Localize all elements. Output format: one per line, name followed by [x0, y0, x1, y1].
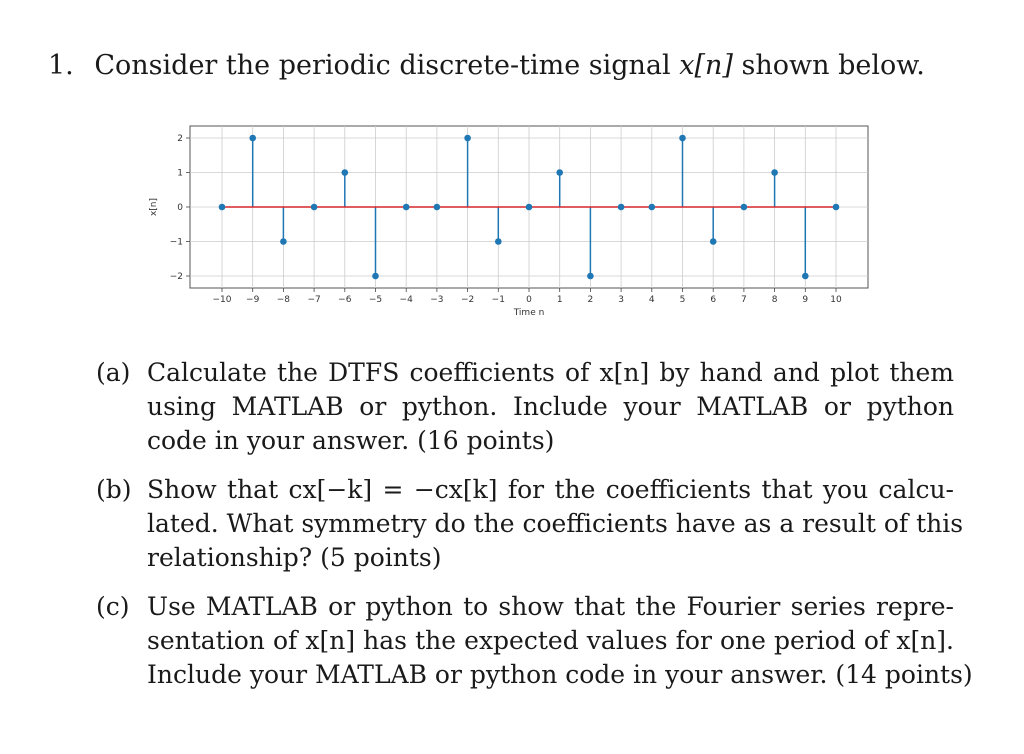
part-a-line-1: Calculate the DTFS coefficients of x[n] …: [147, 358, 954, 387]
x-tick-label: 0: [526, 295, 532, 305]
stem-marker: [433, 203, 441, 211]
part-a-label: (a): [96, 358, 131, 387]
part-b-line-2: lated. What symmetry do the coefficients…: [147, 509, 964, 538]
problem-text-before: Consider the periodic discrete-time sign…: [94, 50, 671, 81]
x-tick-label: 9: [802, 295, 808, 305]
x-tick-label: −8: [277, 295, 291, 305]
signal-symbol: x[n]: [679, 50, 733, 81]
stem-marker: [310, 203, 318, 211]
stem-marker: [679, 134, 686, 142]
stem-marker: [617, 203, 625, 211]
part-c-line-1: Use MATLAB or python to show that the Fo…: [147, 592, 954, 621]
part-b-line-3: relationship? (5 points): [147, 543, 442, 572]
stem-marker: [832, 203, 840, 211]
part-b: (b) Show that cx[−k] = −cx[k] for the co…: [96, 473, 964, 575]
stem-plot: −10 −9 −8 −7 −6 −5 −4 −3 −2 −1 0 1 2 3 4 5 6 7 8 9 10−2−1012…: [149, 125, 869, 318]
x-tick-label: −2: [461, 295, 474, 305]
part-a-line-3: code in your answer. (16 points): [147, 426, 555, 455]
stem-marker: [648, 203, 656, 211]
stem-marker: [495, 238, 502, 245]
problem-text-after: shown below.: [741, 50, 925, 81]
x-tick-label: 2: [588, 295, 594, 305]
x-tick-label: 10: [830, 295, 842, 305]
stem-marker: [771, 169, 778, 176]
stem-marker: [218, 203, 226, 211]
y-tick-label: 0: [177, 203, 183, 213]
x-tick-label: 4: [649, 295, 655, 305]
part-b-body: Show that cx[−k] = −cx[k] for the coeffi…: [147, 473, 964, 575]
x-axis-label: Time n: [513, 308, 545, 318]
x-tick-label: 6: [710, 295, 716, 305]
stem-marker: [372, 272, 379, 280]
stem-marker: [709, 238, 717, 245]
stem-marker: [802, 272, 809, 280]
stem-marker: [587, 272, 594, 280]
stem-marker: [280, 238, 287, 245]
y-tick-label: 2: [177, 134, 183, 144]
x-tick-label: −10: [213, 295, 232, 305]
x-tick-label: −9: [246, 295, 260, 305]
x-tick-label: 3: [618, 295, 624, 305]
x-tick-label: −3: [430, 295, 443, 305]
part-a: (a) Calculate the DTFS coefficients of x…: [96, 356, 956, 458]
x-tick-label: 5: [680, 295, 686, 305]
stem-marker: [740, 203, 748, 211]
part-b-line-1: Show that cx[−k] = −cx[k] for the coeffi…: [147, 475, 954, 504]
part-a-line-2: using MATLAB or python. Include your MAT…: [147, 392, 954, 421]
part-a-body: Calculate the DTFS coefficients of x[n] …: [147, 356, 954, 458]
y-tick-label: −1: [170, 238, 183, 248]
stem-marker: [525, 203, 533, 211]
stem-marker: [249, 134, 256, 142]
y-tick-label: 1: [177, 169, 183, 179]
stem-marker: [464, 134, 471, 142]
problem-statement: 1. Consider the periodic discrete-time s…: [48, 50, 925, 81]
y-axis-label: x[n]: [149, 198, 159, 216]
part-c-line-2: sentation of x[n] has the expected value…: [147, 626, 954, 655]
x-tick-label: 1: [557, 295, 563, 305]
stem-marker: [341, 169, 349, 176]
stem-marker: [556, 169, 563, 176]
x-tick-label: −5: [369, 295, 382, 305]
part-c-body: Use MATLAB or python to show that the Fo…: [147, 590, 973, 692]
x-tick-label: 8: [772, 295, 778, 305]
problem-number: 1.: [48, 50, 74, 81]
y-tick-label: −2: [170, 272, 183, 282]
x-tick-label: −1: [492, 295, 505, 305]
part-c: (c) Use MATLAB or python to show that th…: [96, 590, 973, 692]
x-tick-label: −6: [338, 295, 352, 305]
part-c-label: (c): [96, 592, 130, 621]
stem-marker: [402, 203, 410, 211]
x-tick-label: −4: [400, 295, 414, 305]
x-tick-label: 7: [741, 295, 747, 305]
part-b-label: (b): [96, 475, 132, 504]
x-tick-label: −7: [307, 295, 320, 305]
part-c-line-3: Include your MATLAB or python code in yo…: [147, 660, 973, 689]
